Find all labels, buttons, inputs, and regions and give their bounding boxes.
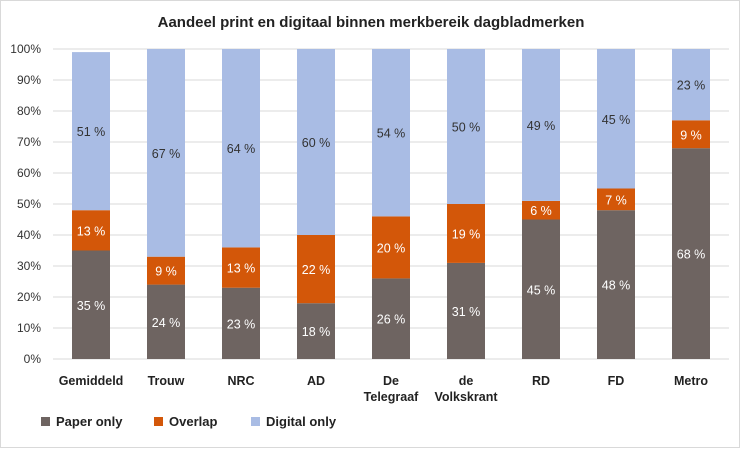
data-label: 23 % — [227, 317, 256, 331]
bar-segment — [447, 262, 485, 359]
bar-segment — [672, 120, 710, 149]
bar-segment — [372, 49, 410, 217]
data-label: 6 % — [530, 204, 552, 218]
bar-segment — [672, 49, 710, 121]
data-label: 26 % — [377, 313, 406, 327]
data-label: 54 % — [377, 127, 406, 141]
y-tick-label: 40% — [17, 228, 41, 242]
data-label: 45 % — [602, 113, 631, 127]
bar-segment — [72, 210, 110, 251]
data-label: 60 % — [302, 136, 331, 150]
x-tick-label: Metro — [674, 374, 708, 388]
y-tick-label: 60% — [17, 166, 41, 180]
data-label: 9 % — [680, 128, 702, 142]
bar-segment — [297, 49, 335, 235]
x-tick-label: NRC — [227, 374, 254, 388]
bar-segment — [522, 219, 560, 359]
chart-title: Aandeel print en digitaal binnen merkber… — [158, 14, 585, 31]
data-label: 24 % — [152, 316, 181, 330]
y-tick-label: 100% — [10, 42, 41, 56]
bar-segment — [522, 49, 560, 201]
bar-segment — [372, 216, 410, 279]
data-label: 18 % — [302, 325, 331, 339]
bar-segment — [297, 303, 335, 359]
x-tick-label: de — [459, 374, 474, 388]
legend-label: Digital only — [266, 414, 337, 429]
data-label: 20 % — [377, 241, 406, 255]
data-label: 35 % — [77, 299, 106, 313]
data-label: 67 % — [152, 147, 181, 161]
data-label: 49 % — [527, 119, 556, 133]
bar-segment — [372, 278, 410, 359]
x-tick-label: Volkskrant — [435, 390, 499, 404]
y-tick-label: 30% — [17, 259, 41, 273]
bar-segment — [147, 256, 185, 285]
y-tick-label: 20% — [17, 290, 41, 304]
x-tick-label: Trouw — [148, 374, 185, 388]
data-label: 23 % — [677, 79, 706, 93]
data-label: 51 % — [77, 125, 106, 139]
bar-segment — [222, 49, 260, 248]
x-tick-label: AD — [307, 374, 325, 388]
legend-swatch — [41, 417, 50, 426]
y-tick-label: 90% — [17, 73, 41, 87]
data-label: 13 % — [227, 262, 256, 276]
bar-segment — [447, 204, 485, 263]
x-tick-label: Telegraaf — [364, 390, 419, 404]
bar-segment — [72, 52, 110, 211]
bar-segment — [597, 49, 635, 189]
x-tick-label: FD — [608, 374, 625, 388]
bar-segment — [222, 247, 260, 288]
data-label: 68 % — [677, 248, 706, 262]
legend-label: Paper only — [56, 414, 123, 429]
y-tick-label: 0% — [24, 352, 42, 366]
data-label: 64 % — [227, 142, 256, 156]
data-label: 50 % — [452, 121, 481, 135]
bar-segment — [597, 188, 635, 211]
y-tick-label: 70% — [17, 135, 41, 149]
legend-swatch — [251, 417, 260, 426]
data-label: 7 % — [605, 193, 627, 207]
data-label: 13 % — [77, 224, 106, 238]
data-label: 9 % — [155, 265, 177, 279]
y-tick-label: 80% — [17, 104, 41, 118]
bar-segment — [147, 49, 185, 257]
data-label: 19 % — [452, 227, 481, 241]
bar-segment — [522, 200, 560, 220]
bar-segment — [672, 148, 710, 359]
y-tick-label: 50% — [17, 197, 41, 211]
data-label: 31 % — [452, 305, 481, 319]
bar-segment — [297, 235, 335, 304]
bar-segment — [447, 49, 485, 204]
data-label: 22 % — [302, 263, 331, 277]
x-tick-label: De — [383, 374, 399, 388]
y-tick-label: 10% — [17, 321, 41, 335]
x-tick-label: RD — [532, 374, 550, 388]
data-label: 48 % — [602, 279, 631, 293]
bar-segment — [147, 284, 185, 359]
data-label: 45 % — [527, 283, 556, 297]
bar-segment — [222, 287, 260, 359]
bar-segment — [597, 210, 635, 359]
bar-segment — [72, 250, 110, 359]
legend-label: Overlap — [169, 414, 217, 429]
x-tick-label: Gemiddeld — [59, 374, 124, 388]
legend-swatch — [154, 417, 163, 426]
